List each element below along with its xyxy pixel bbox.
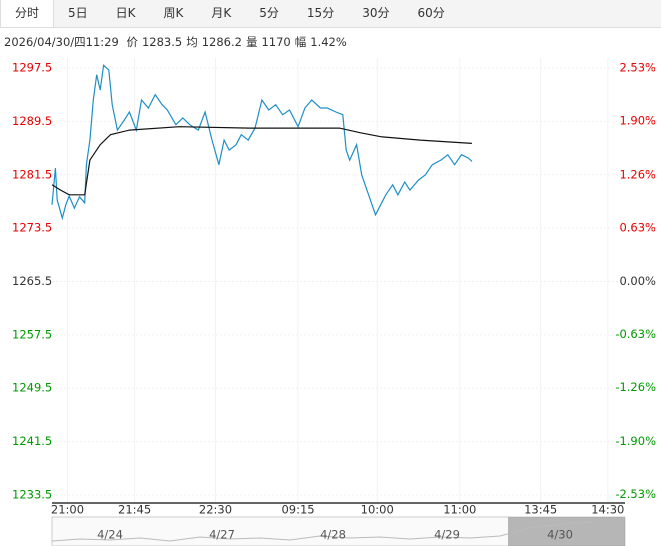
x-tick-label: 13:45 bbox=[524, 503, 557, 517]
y-tick-label: 1265.5 bbox=[12, 274, 52, 288]
navigator-date: 4/24 bbox=[97, 528, 123, 542]
x-tick-label: 10:00 bbox=[361, 503, 394, 517]
info-value: 1286.2 bbox=[201, 35, 242, 49]
x-tick-label: 11:00 bbox=[443, 503, 476, 517]
navigator-date: 4/30 bbox=[547, 528, 573, 542]
navigator-line bbox=[51, 521, 591, 542]
info-time: 2026/04/30/四11:29 bbox=[4, 35, 119, 49]
y2-tick-label: -2.53% bbox=[615, 487, 656, 501]
tab[interactable]: 5日 bbox=[68, 6, 88, 20]
y-tick-label: 1257.5 bbox=[12, 327, 52, 341]
x-tick-label: 21:45 bbox=[118, 503, 151, 517]
info-label: 价 bbox=[126, 35, 138, 49]
y2-tick-label: 0.00% bbox=[619, 274, 656, 288]
info-value: 1.42% bbox=[310, 35, 347, 49]
y-tick-label: 1249.5 bbox=[12, 381, 52, 395]
navigator-window[interactable] bbox=[508, 517, 625, 546]
y2-tick-label: 1.90% bbox=[619, 114, 656, 128]
tab[interactable]: 5分 bbox=[259, 6, 279, 20]
y-tick-label: 1289.5 bbox=[12, 114, 52, 128]
info-label: 均 bbox=[186, 35, 198, 49]
y2-tick-label: 2.53% bbox=[619, 61, 656, 75]
tab[interactable]: 30分 bbox=[362, 6, 390, 20]
y2-tick-label: -0.63% bbox=[615, 327, 656, 341]
tab[interactable]: 分时 bbox=[0, 0, 55, 27]
tab[interactable]: 15分 bbox=[306, 6, 335, 20]
navigator-date: 4/28 bbox=[320, 528, 346, 542]
y2-tick-label: 1.26% bbox=[619, 168, 656, 182]
y2-tick-label: -1.90% bbox=[615, 434, 656, 448]
y-tick-label: 1273.5 bbox=[12, 221, 52, 235]
tab[interactable]: 月K bbox=[211, 6, 232, 20]
x-tick-label: 14:30 bbox=[591, 503, 624, 517]
tab[interactable]: 日K bbox=[115, 6, 136, 20]
info-label: 量 bbox=[245, 35, 258, 49]
y-tick-label: 1241.5 bbox=[12, 434, 52, 448]
info-label: 幅 bbox=[294, 35, 307, 49]
tab[interactable]: 60分 bbox=[417, 6, 445, 20]
navigator-date: 4/27 bbox=[209, 528, 235, 542]
y-tick-label: 1233.5 bbox=[12, 487, 52, 501]
y2-tick-label: -1.26% bbox=[615, 380, 656, 394]
info-value: 1170 bbox=[261, 35, 291, 49]
x-tick-label: 09:15 bbox=[281, 503, 314, 517]
info-value: 1283.5 bbox=[141, 35, 183, 49]
y2-tick-label: 0.63% bbox=[619, 221, 656, 235]
navigator-date: 4/29 bbox=[434, 528, 460, 542]
x-tick-label: 22:30 bbox=[199, 503, 232, 517]
y-tick-label: 1281.5 bbox=[12, 167, 52, 181]
tab-bar: 分时 5日 日K 周K 月K 5分 15分 30分 60分 bbox=[0, 0, 661, 28]
y-tick-label: 1297.5 bbox=[12, 61, 52, 75]
tab[interactable]: 周K bbox=[163, 6, 184, 20]
x-tick-label: 21:00 bbox=[51, 503, 84, 517]
line-1 bbox=[51, 126, 472, 196]
info-line: 2026/04/30/四11:29 价 1283.5 均 1286.2 量 1170 幅 1.… bbox=[4, 34, 351, 50]
line-0 bbox=[51, 64, 473, 221]
